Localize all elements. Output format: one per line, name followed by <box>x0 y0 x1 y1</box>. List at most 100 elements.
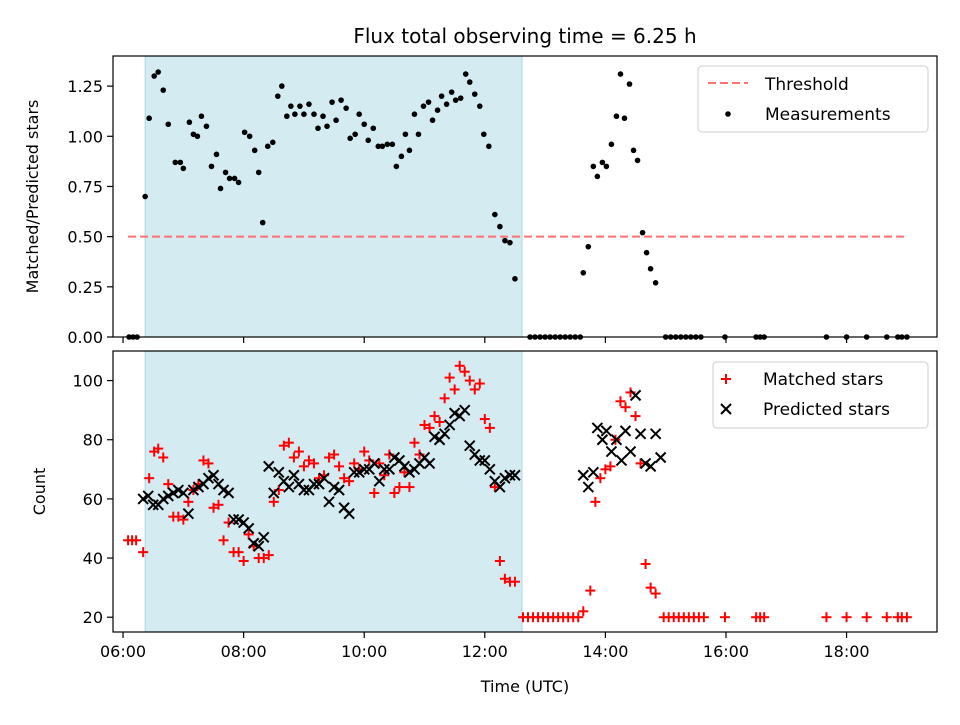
top-y-ticks: 0.00 0.25 0.50 0.75 1.00 1.25 <box>67 77 113 347</box>
predicted-x-b <box>484 463 496 476</box>
predicted-point <box>619 425 632 437</box>
measurement-point <box>226 175 233 182</box>
measurement-point <box>492 211 498 218</box>
measurement-point <box>652 280 659 286</box>
matched-point <box>324 452 335 463</box>
measurement-point <box>343 105 349 111</box>
measurement-point <box>264 143 271 150</box>
y-tick-label: 1.25 <box>67 77 103 96</box>
predicted-x-b <box>577 469 589 481</box>
predicted-x-b <box>509 469 521 481</box>
measurement-point <box>406 147 413 154</box>
predicted-point <box>654 451 667 464</box>
measurement-point <box>306 101 312 107</box>
predicted-point <box>358 463 370 476</box>
measurement-point <box>301 111 307 118</box>
matched-point <box>821 612 832 623</box>
predicted-point <box>438 428 451 440</box>
predicted-x-b <box>318 472 330 484</box>
predicted-x-b <box>489 475 501 487</box>
measurement-point <box>643 249 650 256</box>
measurement-point <box>599 159 606 166</box>
y-tick-label: 100 <box>72 372 103 391</box>
measurement-point <box>585 243 592 250</box>
x-tick-label: 06:00 <box>100 642 146 661</box>
matched-point <box>303 455 314 466</box>
measurement-point <box>497 223 503 230</box>
predicted-point <box>423 457 436 470</box>
measurement-point <box>213 151 220 158</box>
predicted-x-b <box>464 439 476 452</box>
measurement-point <box>438 93 445 99</box>
predicted-x-b <box>383 463 396 476</box>
top-observing-span <box>144 55 523 338</box>
measurement-point <box>241 129 248 136</box>
matched-point <box>494 556 505 567</box>
predicted-x-b <box>654 451 667 464</box>
measurement-point <box>324 123 330 130</box>
predicted-point <box>207 469 220 481</box>
matched-point <box>901 612 912 623</box>
matched-point <box>449 384 460 395</box>
matched-point <box>489 482 500 493</box>
measurement-point <box>471 91 478 97</box>
bottom-observing-span <box>144 350 523 633</box>
x-tick-label: 14:00 <box>582 642 628 661</box>
measurement-point <box>621 115 628 122</box>
matched-point <box>620 402 631 413</box>
top-panel: 0.00 0.25 0.50 0.75 1.00 1.25 Flux total obse… <box>23 24 938 347</box>
predicted-point <box>177 487 190 499</box>
predicted-x-b <box>227 513 240 526</box>
predicted-x-b <box>615 454 628 467</box>
predicted-point <box>464 439 476 452</box>
measurement-point <box>155 69 162 75</box>
measurement-point <box>275 93 281 99</box>
predicted-point <box>263 460 275 473</box>
predicted-point <box>242 522 255 535</box>
matched-point <box>573 612 584 623</box>
x-tick-label: 10:00 <box>341 642 387 661</box>
predicted-point <box>182 507 195 520</box>
matched-point <box>208 502 219 513</box>
matched-point <box>308 458 319 469</box>
predicted-x-b <box>258 531 270 544</box>
matched-point <box>464 375 475 386</box>
predicted-x-b <box>323 496 335 508</box>
matched-point <box>389 487 400 498</box>
predicted-x-b <box>278 475 290 487</box>
predicted-x-b <box>298 484 310 496</box>
predicted-x-b <box>504 469 516 481</box>
predicted-x-b <box>582 481 595 493</box>
predicted-point <box>504 469 516 481</box>
matched-point <box>233 547 244 558</box>
predicted-stars-series <box>137 389 667 552</box>
measurement-point <box>315 125 321 132</box>
matched-point <box>339 473 350 484</box>
matched-point <box>213 499 224 510</box>
measurement-point <box>594 173 601 180</box>
matched-point <box>841 612 852 623</box>
measurement-point <box>356 111 362 118</box>
measurement-point <box>251 147 258 154</box>
x-axis-label: Time (UTC) <box>480 677 569 696</box>
predicted-x-b <box>591 422 604 434</box>
predicted-point <box>288 469 300 481</box>
bottom-y-ticks: 20 40 60 80 100 <box>72 372 113 627</box>
predicted-point <box>509 469 521 481</box>
matched-point <box>183 496 194 507</box>
predicted-point <box>378 463 391 476</box>
matched-point <box>314 473 324 484</box>
matched-point <box>394 482 405 493</box>
predicted-x-b <box>368 457 380 470</box>
predicted-x-b <box>263 460 275 473</box>
predicted-x-b <box>308 478 320 490</box>
measurement-point <box>288 103 294 109</box>
measurement-point <box>177 159 184 166</box>
matched-point <box>379 470 390 481</box>
predicted-x-b <box>459 404 471 416</box>
predicted-x-b <box>343 507 355 520</box>
measurement-point <box>452 97 459 103</box>
matched-point <box>163 479 174 490</box>
predicted-point <box>227 513 240 526</box>
bottom-x-ticks: 06:00 08:00 10:00 12:00 14:00 16:00 18:00 <box>100 632 870 661</box>
